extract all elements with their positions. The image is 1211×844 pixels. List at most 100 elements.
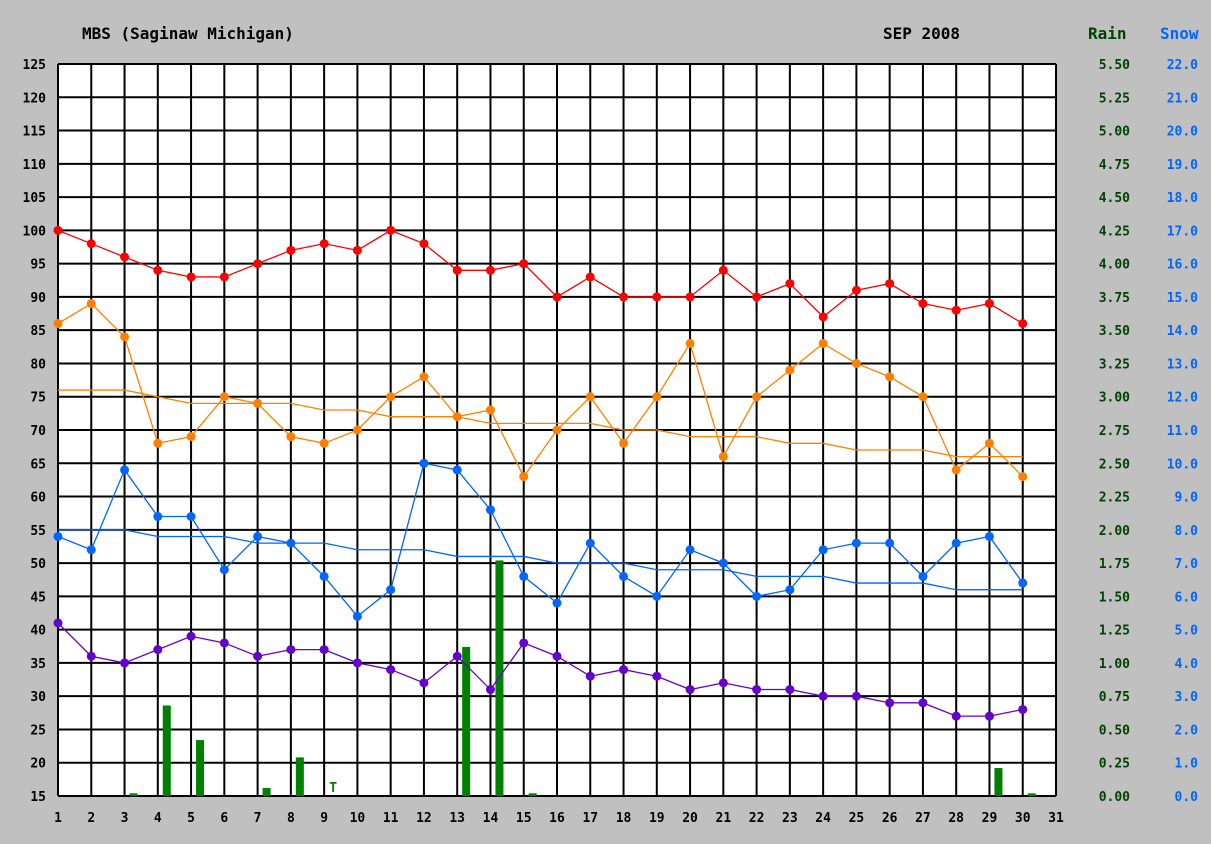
precip-trace-label: T bbox=[329, 781, 337, 796]
data-point-high bbox=[818, 338, 828, 348]
data-point-low bbox=[885, 538, 895, 548]
data-point-low bbox=[685, 545, 695, 555]
data-point-low bbox=[386, 585, 396, 595]
data-point-record_low bbox=[153, 645, 163, 655]
series-line-record_low bbox=[57, 622, 1023, 717]
snow-tick-label: 19.0 bbox=[1167, 158, 1198, 173]
x-tick-label: 31 bbox=[1048, 811, 1064, 826]
data-point-high bbox=[552, 425, 562, 435]
data-point-high bbox=[685, 338, 695, 348]
precip-bar bbox=[262, 788, 271, 796]
data-point-low bbox=[485, 505, 495, 515]
data-point-record_high bbox=[885, 279, 895, 289]
x-tick-label: 10 bbox=[350, 811, 366, 826]
precip-bar bbox=[1027, 793, 1036, 796]
data-point-record_low bbox=[219, 638, 229, 648]
data-point-high bbox=[352, 425, 362, 435]
data-point-high bbox=[86, 299, 96, 309]
rain-tick-label: 1.00 bbox=[1099, 657, 1130, 672]
precip-bar bbox=[129, 793, 138, 796]
series-line-record_high bbox=[57, 229, 1024, 325]
data-point-record_high bbox=[685, 292, 695, 302]
snow-label: Snow bbox=[1160, 24, 1199, 43]
x-tick-label: 7 bbox=[254, 811, 262, 826]
data-point-low bbox=[319, 571, 329, 581]
x-tick-label: 27 bbox=[915, 811, 931, 826]
data-point-high bbox=[519, 472, 529, 482]
data-point-low bbox=[951, 538, 961, 548]
x-tick-label: 4 bbox=[154, 811, 162, 826]
data-point-record_low bbox=[752, 685, 762, 695]
data-point-record_high bbox=[153, 265, 163, 275]
rain-tick-label: 4.50 bbox=[1099, 191, 1130, 206]
data-point-low bbox=[718, 558, 728, 568]
data-point-low bbox=[1018, 578, 1028, 588]
y-tick-label: 70 bbox=[30, 424, 46, 439]
rain-tick-label: 5.00 bbox=[1099, 125, 1130, 140]
data-point-low bbox=[53, 531, 63, 541]
data-point-low bbox=[519, 571, 529, 581]
series-line-low bbox=[57, 462, 1024, 618]
data-point-low bbox=[186, 512, 196, 522]
snow-tick-label: 4.0 bbox=[1175, 657, 1199, 672]
data-point-record_low bbox=[785, 685, 795, 695]
data-point-record_high bbox=[86, 239, 96, 249]
x-tick-label: 24 bbox=[815, 811, 831, 826]
data-point-high bbox=[585, 392, 595, 402]
data-point-record_low bbox=[652, 671, 662, 681]
snow-tick-label: 9.0 bbox=[1175, 491, 1199, 506]
data-point-record_high bbox=[652, 292, 662, 302]
y-tick-label: 110 bbox=[23, 158, 47, 173]
x-tick-label: 8 bbox=[287, 811, 295, 826]
data-point-low bbox=[918, 571, 928, 581]
data-point-record_low bbox=[120, 658, 130, 668]
data-point-high bbox=[286, 432, 296, 442]
x-tick-label: 15 bbox=[516, 811, 532, 826]
data-point-low bbox=[619, 571, 629, 581]
data-point-record_low bbox=[851, 691, 861, 701]
data-point-record_low bbox=[53, 618, 63, 628]
data-point-record_high bbox=[386, 225, 396, 235]
data-point-low bbox=[851, 538, 861, 548]
snow-tick-label: 16.0 bbox=[1167, 258, 1198, 273]
data-point-high bbox=[785, 365, 795, 375]
y-tick-label: 120 bbox=[23, 91, 47, 106]
rain-tick-label: 3.50 bbox=[1099, 324, 1130, 339]
x-tick-label: 13 bbox=[449, 811, 465, 826]
data-point-high bbox=[120, 332, 130, 342]
y-tick-label: 55 bbox=[30, 524, 46, 539]
snow-tick-label: 21.0 bbox=[1167, 91, 1198, 106]
data-point-low bbox=[253, 531, 263, 541]
data-point-record_low bbox=[485, 685, 495, 695]
rain-tick-label: 0.50 bbox=[1099, 723, 1130, 738]
data-point-record_low bbox=[619, 665, 629, 675]
data-point-record_high bbox=[419, 239, 429, 249]
snow-tick-label: 0.0 bbox=[1175, 790, 1199, 805]
x-tick-label: 11 bbox=[383, 811, 399, 826]
data-point-low bbox=[585, 538, 595, 548]
data-point-record_high bbox=[818, 312, 828, 322]
x-tick-label: 9 bbox=[320, 811, 328, 826]
data-point-low bbox=[552, 598, 562, 608]
snow-tick-label: 15.0 bbox=[1167, 291, 1198, 306]
data-point-record_high bbox=[53, 225, 63, 235]
data-point-record_high bbox=[984, 299, 994, 309]
data-point-high bbox=[619, 438, 629, 448]
data-point-high bbox=[186, 432, 196, 442]
x-tick-label: 3 bbox=[121, 811, 129, 826]
data-point-record_low bbox=[818, 691, 828, 701]
rain-tick-label: 0.75 bbox=[1099, 690, 1130, 705]
data-point-high bbox=[219, 392, 229, 402]
y-tick-label: 25 bbox=[30, 723, 46, 738]
y-tick-label: 15 bbox=[30, 790, 46, 805]
snow-tick-label: 12.0 bbox=[1167, 391, 1198, 406]
data-point-record_high bbox=[851, 285, 861, 295]
data-point-record_high bbox=[286, 245, 296, 255]
data-point-record_high bbox=[253, 259, 263, 269]
rain-tick-label: 5.25 bbox=[1099, 91, 1130, 106]
rain-tick-label: 1.50 bbox=[1099, 590, 1130, 605]
data-point-record_high bbox=[718, 265, 728, 275]
snow-tick-label: 22.0 bbox=[1167, 58, 1198, 73]
x-tick-label: 23 bbox=[782, 811, 798, 826]
